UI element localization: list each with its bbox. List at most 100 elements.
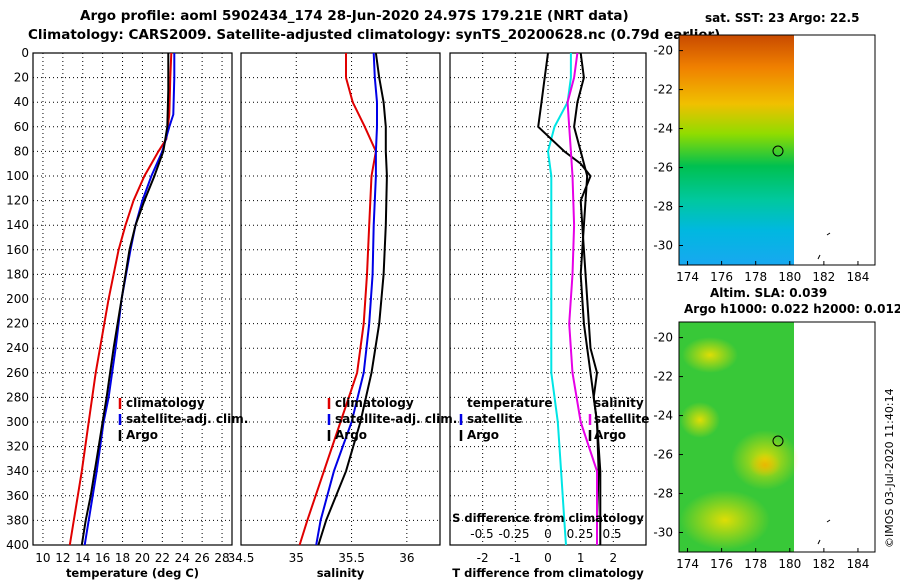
y-tick-label-depth: 140 (6, 218, 29, 232)
x-tick-label: 26 (195, 551, 210, 565)
x-tick-label: 20 (135, 551, 150, 565)
map-y-tick-label: -30 (653, 239, 673, 253)
secondary-x-tick-label: 0.5 (602, 527, 621, 541)
altimetry-map-title: Altim. SLA: 0.039 (710, 286, 827, 300)
map-y-tick-label: -24 (653, 409, 673, 423)
secondary-x-tick-label: 0.25 (567, 527, 594, 541)
x-tick-label: 36 (399, 551, 414, 565)
y-tick-label-depth: 220 (6, 317, 29, 331)
altimetry-island-marks (817, 519, 831, 545)
legend-label: satellite-adj. clim. (126, 412, 248, 426)
x-tick-label: 16 (95, 551, 110, 565)
x-axis-label: temperature (deg C) (66, 566, 199, 580)
legend-label: salinity (594, 396, 644, 410)
sst-argo-location-marker (772, 145, 784, 157)
altimetry-map-frame (678, 321, 876, 553)
map-x-tick-label: 178 (744, 270, 767, 284)
y-tick-label-depth: 40 (14, 95, 29, 109)
secondary-x-tick-label: -0.25 (498, 527, 529, 541)
map-x-tick-label: 178 (744, 557, 767, 571)
panel-frame (449, 52, 647, 546)
map-y-tick-label: -22 (653, 370, 673, 384)
map-y-tick-label: -20 (653, 44, 673, 58)
map-x-tick-label: 182 (812, 557, 835, 571)
title-line-1: Argo profile: aoml 5902434_174 28-Jun-20… (80, 8, 629, 24)
map-x-tick-label: 176 (710, 270, 733, 284)
series-line-t-diff-satellite (546, 53, 572, 546)
map-y-tick-label: -28 (653, 487, 673, 501)
sst-map-frame (678, 34, 876, 266)
map-y-tick-label: -26 (653, 161, 673, 175)
y-tick-label-depth: 380 (6, 513, 29, 527)
x-tick-label: -2 (477, 551, 489, 565)
legend-label: climatology (335, 396, 414, 410)
y-tick-label-depth: 320 (6, 440, 29, 454)
altimetry-map-subtitle: Argo h1000: 0.022 h2000: 0.012 (684, 302, 900, 316)
sst-map-title: sat. SST: 23 Argo: 22.5 (705, 11, 859, 25)
y-tick-label-depth: 240 (6, 341, 29, 355)
series-line-climatology (298, 53, 377, 546)
title-line-2: Climatology: CARS2009. Satellite-adjuste… (28, 27, 720, 43)
legend-label: satellite (467, 412, 522, 426)
difference-panel: -2 -1 0 1 2T difference from climatology temp… (449, 52, 649, 580)
map-x-tick-label: 182 (812, 270, 835, 284)
x-tick-label: 35.5 (338, 551, 365, 565)
legend-label: Argo (335, 428, 367, 442)
y-tick-label-depth: 280 (6, 390, 29, 404)
x-tick-label: 34.5 (228, 551, 255, 565)
imos-watermark: ©IMOS 03-Jul-2020 11:40:14 (883, 388, 896, 548)
y-tick-label-depth: 300 (6, 415, 29, 429)
y-tick-label-depth: 80 (14, 144, 29, 158)
sla-high-patch (680, 490, 770, 550)
legend-label: Argo (126, 428, 158, 442)
y-tick-label-depth: 360 (6, 489, 29, 503)
x-axis-label: T difference from climatology (452, 566, 644, 580)
map-y-tick-label: -24 (653, 122, 673, 136)
legend-label: satellite (594, 412, 649, 426)
x-tick-label: 18 (115, 551, 130, 565)
series-line-argo (317, 52, 388, 546)
y-tick-label-depth: 180 (6, 267, 29, 281)
altimetry-argo-location-marker (772, 435, 784, 447)
x-tick-label: 22 (155, 551, 170, 565)
legend-label: Argo (594, 428, 626, 442)
y-tick-label-depth: 20 (14, 71, 29, 85)
salinity-panel: 34.5 35 35.5 36 salinity climatology satellite… (228, 52, 457, 580)
secondary-axis-label: S difference from climatology (452, 511, 644, 525)
y-tick-label-depth: 100 (6, 169, 29, 183)
map-x-tick-label: 184 (847, 557, 870, 571)
series-line-s-diff-argo (573, 52, 602, 545)
sst-island-marks (817, 232, 831, 260)
legend-label: satellite-adj. clim. (335, 412, 457, 426)
legend-label: temperature (467, 396, 552, 410)
series-line-argo (80, 53, 170, 546)
series-line-satellite-adj-clim- (315, 52, 378, 546)
y-tick-label-depth: 340 (6, 464, 29, 478)
x-tick-label: 2 (610, 551, 618, 565)
map-y-tick-label: -26 (653, 448, 673, 462)
panel-frame (32, 52, 233, 546)
map-y-tick-label: -30 (653, 526, 673, 540)
sst-map: sat. SST: 23 Argo: 22.5 174 176 178 180 182 1… (653, 11, 876, 284)
x-tick-label: 0 (544, 551, 552, 565)
x-tick-label: -1 (509, 551, 521, 565)
map-y-tick-label: -28 (653, 200, 673, 214)
legend-label: climatology (126, 396, 205, 410)
series-line-s-diff-satellite (566, 52, 598, 545)
legend-label: Argo (467, 428, 499, 442)
altimetry-map-axes: 174 176 178 180 182 184 -20 -22 -24 -26 -28 -30 (653, 331, 869, 571)
x-tick-label: 12 (55, 551, 70, 565)
x-axis-label: salinity (317, 566, 365, 580)
y-tick-label-depth: 0 (21, 46, 29, 60)
secondary-x-tick-label: 0 (544, 527, 552, 541)
map-y-tick-label: -22 (653, 83, 673, 97)
temperature-panel: 0 20 40 60 80 100 120 140 160 180 200 220 240 260 280 3… (6, 46, 248, 580)
map-x-tick-label: 176 (710, 557, 733, 571)
y-tick-label-depth: 260 (6, 366, 29, 380)
sla-high-patch (682, 337, 738, 373)
y-tick-label-depth: 60 (14, 120, 29, 134)
map-x-tick-label: 184 (847, 270, 870, 284)
panel-frame (240, 52, 441, 546)
x-tick-label: 24 (175, 551, 190, 565)
